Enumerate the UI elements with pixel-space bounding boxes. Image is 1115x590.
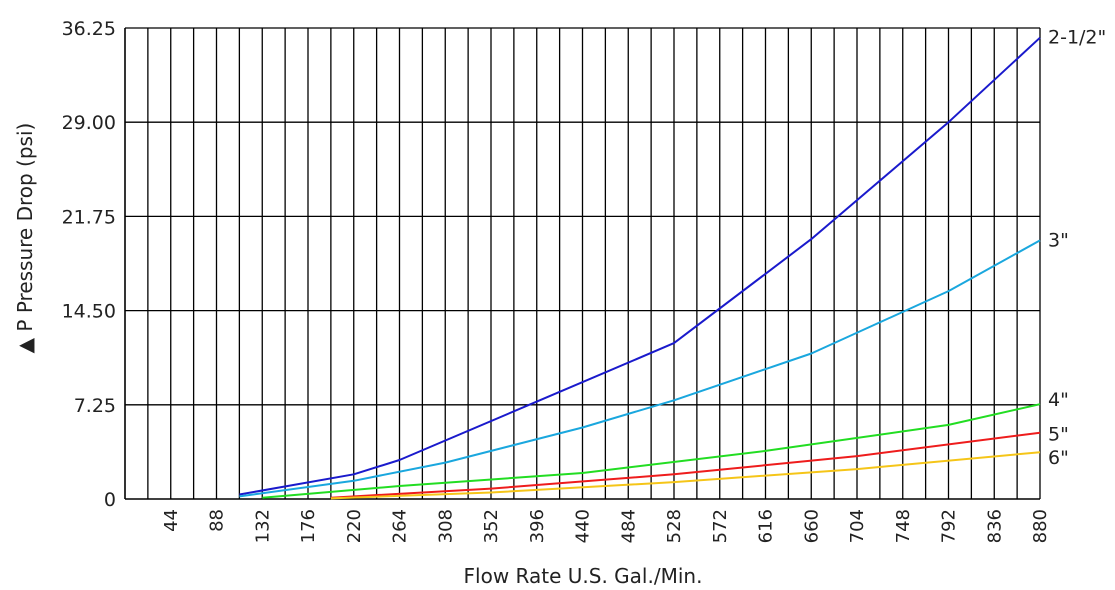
x-tick-label: 528 (664, 509, 685, 543)
y-tick-label: 36.25 (62, 18, 116, 40)
y-tick-label: 21.75 (62, 206, 116, 228)
y-tick-label: 14.50 (62, 301, 116, 323)
x-tick-label: 308 (435, 509, 456, 543)
series-label: 4" (1048, 389, 1069, 411)
series-labels: 2-1/2" 3" 4" 5"6" (1048, 27, 1106, 469)
y-tick-labels: 0 7.25 14.50 21.75 29.00 36.25 (62, 18, 116, 511)
series-label: 5" (1048, 424, 1069, 446)
x-tick-label: 220 (344, 509, 365, 543)
x-tick-label: 792 (939, 509, 960, 543)
y-axis-title: ▲ P Pressure Drop (psi) (13, 123, 37, 354)
x-tick-label: 748 (893, 509, 914, 543)
y-tick-label: 0 (104, 489, 116, 511)
x-tick-label: 396 (527, 509, 548, 543)
series-line (330, 451, 1041, 500)
series-label: 2-1/2" (1048, 27, 1106, 49)
x-tick-label: 484 (618, 509, 639, 543)
series-line (239, 36, 1041, 496)
axes (124, 28, 1040, 500)
x-tick-label: 660 (801, 509, 822, 543)
series-line (330, 431, 1041, 499)
x-tick-label: 88 (207, 509, 228, 532)
series-line (239, 239, 1041, 498)
series-line (262, 403, 1041, 499)
series-label: 6" (1048, 447, 1069, 469)
x-tick-label: 352 (481, 509, 502, 543)
x-tick-label: 176 (298, 509, 319, 543)
x-tick-label: 836 (984, 509, 1005, 543)
x-tick-labels: 44 88 132 176 220 264 308 352 396 440 484 528 572 616… (161, 509, 1051, 543)
x-tick-label: 704 (847, 509, 868, 543)
grid (125, 27, 1041, 499)
x-tick-label: 132 (252, 509, 273, 543)
series-lines (239, 36, 1041, 500)
y-tick-label: 7.25 (74, 395, 116, 417)
x-tick-label: 616 (756, 509, 777, 543)
x-tick-label: 572 (710, 509, 731, 543)
y-tick-label: 29.00 (62, 112, 116, 134)
x-tick-label: 440 (573, 509, 594, 543)
x-tick-label: 264 (390, 509, 411, 543)
series-label: 3" (1048, 229, 1069, 251)
x-tick-label: 880 (1030, 509, 1051, 543)
x-tick-label: 44 (161, 509, 182, 532)
x-axis-title: Flow Rate U.S. Gal./Min. (464, 564, 703, 588)
